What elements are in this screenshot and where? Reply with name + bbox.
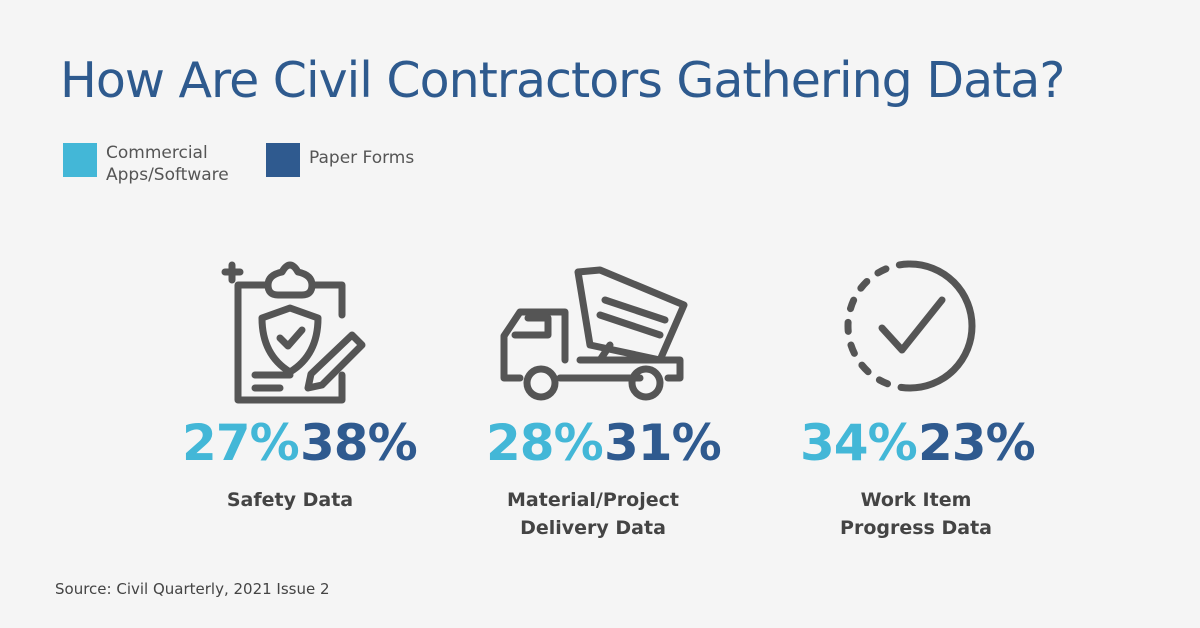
source: Source: Civil Quarterly, 2021 Issue 2 xyxy=(55,580,330,598)
group-label: Safety Data xyxy=(140,486,440,514)
legend-line: Apps/Software xyxy=(106,165,229,185)
label-line: Safety Data xyxy=(226,489,354,511)
legend-line: Commercial xyxy=(106,143,208,163)
label-line: Material/Project xyxy=(507,489,679,511)
paper-percent: 38% xyxy=(300,414,418,472)
legend-swatch xyxy=(266,143,300,177)
paper-percent: 23% xyxy=(918,414,1036,472)
apps-percent: 27% xyxy=(182,414,300,472)
label-line: Work Item xyxy=(860,489,972,511)
paper-percent: 31% xyxy=(604,414,722,472)
title: How Are Civil Contractors Gathering Data… xyxy=(60,52,1065,109)
legend-label: Paper Forms xyxy=(309,147,414,169)
group-label: Material/Project Delivery Data xyxy=(443,486,743,542)
apps-percent: 34% xyxy=(800,414,918,472)
truck-icon xyxy=(500,266,688,401)
legend-swatch xyxy=(63,143,97,177)
legend-line: Paper Forms xyxy=(309,148,415,168)
group-label: Work Item Progress Data xyxy=(766,486,1066,542)
check-icon xyxy=(844,260,976,392)
legend-label: Commercial Apps/Software xyxy=(106,142,229,186)
label-line: Delivery Data xyxy=(520,517,666,539)
label-line: Progress Data xyxy=(840,517,992,539)
apps-percent: 28% xyxy=(486,414,604,472)
clipboard-icon xyxy=(221,261,366,404)
